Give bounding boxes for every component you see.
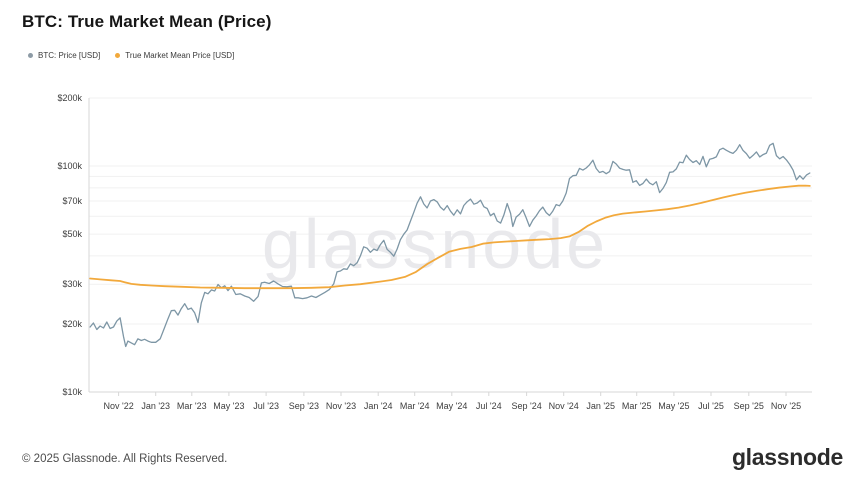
x-axis-label: Jul '23 — [253, 401, 279, 411]
x-axis-label: Sep '24 — [511, 401, 541, 411]
x-axis-label: Jul '25 — [698, 401, 724, 411]
series-line-true-market-mean — [89, 184, 811, 290]
x-axis-label: May '23 — [213, 401, 244, 411]
x-axis-label: May '24 — [436, 401, 467, 411]
legend-dot-true-market-mean — [115, 53, 121, 58]
x-axis-label: Jan '25 — [586, 401, 615, 411]
y-axis-label: $30k — [62, 279, 82, 289]
x-axis-label: Nov '23 — [326, 401, 356, 411]
x-axis-label: Nov '22 — [103, 401, 133, 411]
legend-label: BTC: Price [USD] — [38, 51, 101, 60]
x-axis-label: Mar '23 — [177, 401, 207, 411]
x-axis-label: Sep '23 — [289, 401, 319, 411]
y-axis-label: $50k — [62, 229, 82, 239]
x-axis-label: Sep '25 — [734, 401, 764, 411]
y-axis-label: $70k — [62, 196, 82, 206]
y-axis-label: $100k — [57, 161, 82, 171]
chart-legend: BTC: Price [USD] True Market Mean Price [… — [28, 51, 234, 60]
legend-item-true-market-mean[interactable]: True Market Mean Price [USD] — [115, 51, 234, 60]
page-title: BTC: True Market Mean (Price) — [22, 12, 272, 31]
x-axis-label: Jul '24 — [476, 401, 502, 411]
copyright-text: © 2025 Glassnode. All Rights Reserved. — [22, 453, 228, 465]
y-axis-label: $200k — [57, 93, 82, 103]
x-axis-label: Nov '24 — [549, 401, 579, 411]
legend-item-btc-price[interactable]: BTC: Price [USD] — [28, 51, 100, 60]
x-axis-label: May '25 — [658, 401, 689, 411]
y-axis-label: $10k — [62, 387, 82, 397]
y-axis-label: $20k — [62, 319, 82, 329]
x-axis-label: Jan '23 — [141, 401, 170, 411]
series-line-btc-price — [89, 142, 811, 348]
legend-label: True Market Mean Price [USD] — [125, 51, 235, 60]
x-axis-label: Jan '24 — [364, 401, 393, 411]
x-axis-label: Mar '25 — [622, 401, 652, 411]
legend-dot-btc-price — [28, 53, 33, 58]
x-axis-label: Nov '25 — [771, 401, 801, 411]
watermark-text: glassnode — [262, 205, 608, 283]
x-axis-label: Mar '24 — [400, 401, 430, 411]
glassnode-logo[interactable]: glassnode — [731, 444, 843, 470]
